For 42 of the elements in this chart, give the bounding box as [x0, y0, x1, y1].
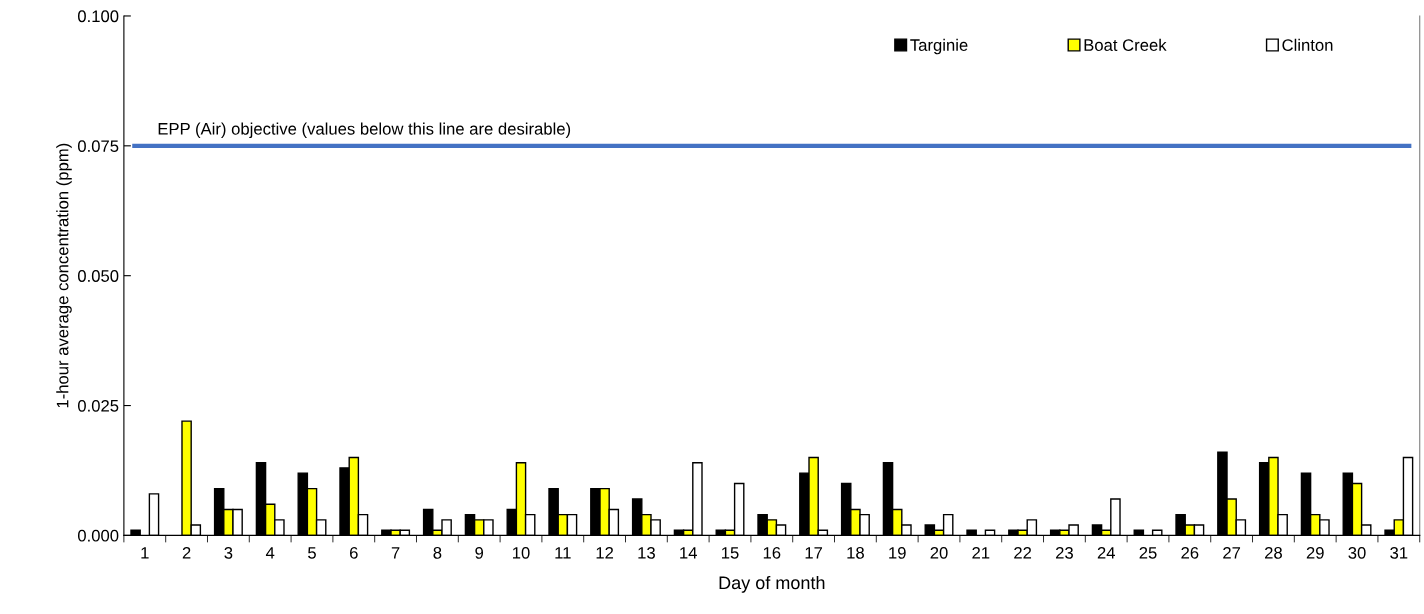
y-tick-label: 0.100	[77, 10, 119, 23]
x-tick-label: 18	[847, 546, 864, 559]
x-tick-label: 27	[1223, 546, 1241, 559]
x-tick-label: 26	[1181, 546, 1199, 559]
y-tick-label: 0.000	[77, 529, 119, 542]
y-tick-label: 0.075	[77, 140, 119, 153]
x-tick-label: 14	[680, 547, 697, 559]
x-tick-label: 1	[141, 547, 149, 559]
x-tick-label: 20	[930, 546, 948, 559]
x-tick-label: 10	[513, 546, 530, 559]
x-tick-label: 24	[1097, 546, 1115, 559]
x-tick-label: 15	[722, 547, 739, 559]
ref-line-label: EPP (Air) objective (values below this line are desirable)	[158, 122, 571, 139]
x-tick-label: 23	[1055, 546, 1073, 559]
x-tick-label: 2	[182, 546, 191, 559]
y-tick-label: 0.050	[77, 270, 119, 282]
x-tick-label: 28	[1264, 546, 1282, 559]
x-tick-label: 21	[972, 546, 990, 559]
x-tick-label: 8	[433, 546, 442, 559]
x-tick-label: 9	[475, 546, 484, 559]
y-tick-label: 0.025	[77, 399, 119, 412]
x-tick-label: 19	[889, 546, 906, 559]
y-axis-title: 1-hour average concentration (ppm)	[56, 143, 72, 408]
x-tick-label: 4	[265, 547, 275, 559]
x-tick-label: 17	[805, 547, 823, 559]
legend-label: Boat Creek	[1084, 38, 1167, 51]
x-tick-label: 3	[224, 546, 233, 559]
x-tick-label: 30	[1348, 546, 1366, 559]
legend-label: Targinie	[910, 38, 968, 55]
x-axis-title: Day of month	[719, 575, 825, 593]
x-tick-label: 29	[1306, 546, 1324, 559]
x-tick-label: 5	[308, 547, 316, 559]
x-tick-label: 12	[596, 546, 614, 559]
legend-label: Clinton	[1282, 38, 1333, 51]
x-tick-label: 6	[350, 546, 358, 559]
x-tick-label: 25	[1139, 546, 1157, 559]
x-tick-label: 16	[763, 546, 781, 559]
x-tick-label: 11	[555, 547, 571, 559]
x-tick-label: 31	[1390, 546, 1408, 559]
x-tick-label: 7	[391, 547, 400, 559]
x-tick-label: 13	[638, 546, 655, 559]
x-tick-label: 22	[1014, 546, 1032, 559]
